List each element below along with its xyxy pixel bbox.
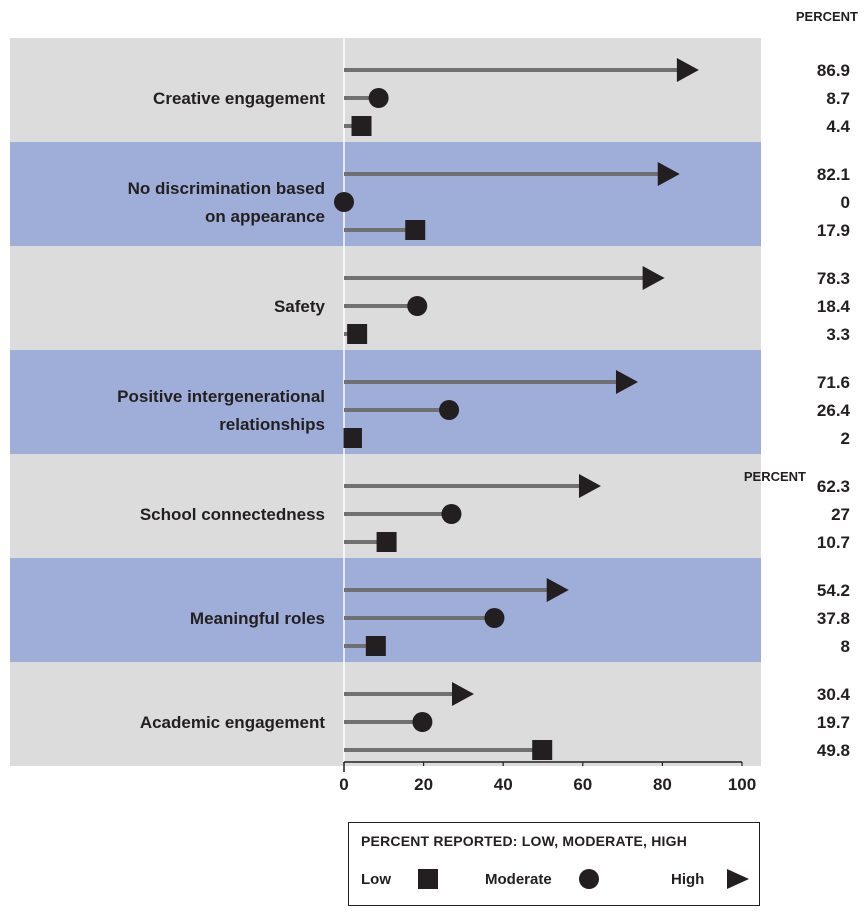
marker-low-square-positive-intergenerational-relationships xyxy=(343,428,362,448)
value-label-low: 17.9 xyxy=(817,221,850,240)
value-label-low: 3.3 xyxy=(826,325,850,344)
value-label-low: 8 xyxy=(841,637,850,656)
unit-label-top: PERCENT xyxy=(796,9,858,24)
legend-square-icon xyxy=(418,869,438,889)
value-label-moderate: 18.4 xyxy=(817,297,851,316)
value-label-moderate: 8.7 xyxy=(826,89,850,108)
marker-low-square-academic-engagement xyxy=(532,740,553,760)
value-label-moderate: 0 xyxy=(841,193,850,212)
marker-high-triangle-creative-engagement xyxy=(676,58,699,82)
marker-high-triangle-school-connectedness xyxy=(578,474,601,498)
category-label: Academic engagement xyxy=(140,713,326,732)
category-label: relationships xyxy=(219,415,325,434)
value-label-high: 78.3 xyxy=(817,269,850,288)
band-safety xyxy=(10,246,761,350)
category-label: No discrimination based xyxy=(128,179,325,198)
marker-low-square-creative-engagement xyxy=(351,116,372,136)
value-label-moderate: 19.7 xyxy=(817,713,850,732)
category-label: on appearance xyxy=(205,207,325,226)
marker-low-square-meaningful-roles xyxy=(365,636,386,656)
marker-low-square-no-discrimination-based-on-appearance xyxy=(405,220,426,240)
value-label-moderate: 37.8 xyxy=(817,609,850,628)
marker-high-triangle-no-discrimination-based-on-appearance xyxy=(657,162,680,186)
band-creative-engagement xyxy=(10,38,761,142)
x-tick-label: 20 xyxy=(414,775,433,794)
category-label: Creative engagement xyxy=(153,89,325,108)
marker-high-triangle-positive-intergenerational-relationships xyxy=(615,370,638,394)
marker-high-triangle-safety xyxy=(642,266,665,290)
category-label: Safety xyxy=(274,297,326,316)
legend-triangle-icon xyxy=(727,869,750,889)
legend-label-low: Low xyxy=(361,870,391,888)
value-label-high: 82.1 xyxy=(817,165,850,184)
value-label-moderate: 26.4 xyxy=(817,401,851,420)
x-tick-label: 0 xyxy=(339,775,348,794)
category-label: Positive intergenerational xyxy=(117,387,325,406)
legend-circle-icon xyxy=(578,869,599,889)
marker-low-square-school-connectedness xyxy=(376,532,397,552)
marker-moderate-circle-safety xyxy=(407,296,428,316)
legend-label-moderate: Moderate xyxy=(485,870,552,888)
marker-moderate-circle-creative-engagement xyxy=(368,88,389,108)
marker-moderate-circle-meaningful-roles xyxy=(484,608,505,628)
value-label-high: 30.4 xyxy=(817,685,851,704)
value-label-high: 54.2 xyxy=(817,581,850,600)
legend: PERCENT REPORTED: LOW, MODERATE, HIGH Lo… xyxy=(348,822,760,906)
legend-item-low: Low xyxy=(361,867,439,891)
value-label-low: 2 xyxy=(841,429,850,448)
legend-item-high: High xyxy=(671,867,750,891)
marker-moderate-circle-positive-intergenerational-relationships xyxy=(439,400,460,420)
marker-moderate-circle-school-connectedness xyxy=(441,504,462,524)
legend-title: PERCENT REPORTED: LOW, MODERATE, HIGH xyxy=(361,833,688,849)
value-label-low: 4.4 xyxy=(826,117,850,136)
x-tick-label: 100 xyxy=(728,775,756,794)
marker-high-triangle-academic-engagement xyxy=(451,682,474,706)
unit-label-inner: PERCENT xyxy=(744,469,806,484)
value-label-low: 49.8 xyxy=(817,741,850,760)
category-label: Meaningful roles xyxy=(190,609,325,628)
legend-label-high: High xyxy=(671,870,705,888)
value-label-high: 71.6 xyxy=(817,373,850,392)
x-tick-label: 60 xyxy=(573,775,592,794)
marker-high-triangle-meaningful-roles xyxy=(546,578,569,602)
marker-moderate-circle-academic-engagement xyxy=(412,712,433,732)
value-label-high: 86.9 xyxy=(817,61,850,80)
x-tick-label: 80 xyxy=(653,775,672,794)
category-label: School connectedness xyxy=(140,505,325,524)
marker-moderate-circle-no-discrimination-based-on-appearance xyxy=(334,192,354,212)
x-tick-label: 40 xyxy=(494,775,513,794)
legend-item-moderate: Moderate xyxy=(485,867,600,891)
band-positive-intergenerational-relationships xyxy=(10,350,761,454)
marker-low-square-safety xyxy=(347,324,368,344)
value-label-low: 10.7 xyxy=(817,533,850,552)
value-label-moderate: 27 xyxy=(831,505,850,524)
value-label-high: 62.3 xyxy=(817,477,850,496)
